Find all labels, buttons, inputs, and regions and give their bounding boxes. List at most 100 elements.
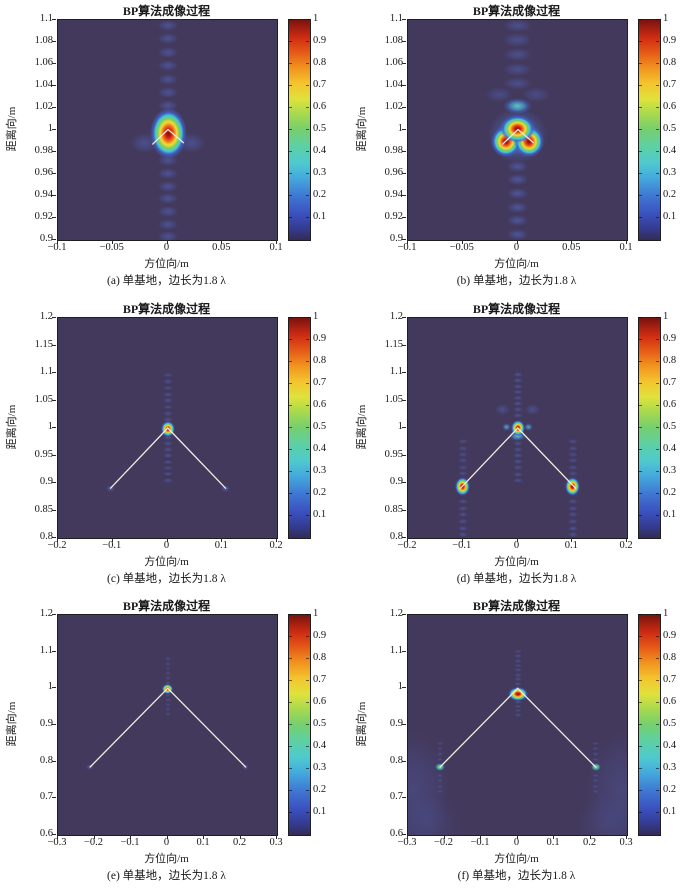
y-tick-label: 1.2 — [389, 608, 403, 619]
x-tick-label: 0.2 — [232, 837, 247, 848]
sidelobe-dot — [513, 395, 523, 401]
colorbar-tick-mark — [289, 724, 292, 725]
colorbar-tick-label: 0.8 — [313, 652, 327, 663]
tick-mark — [402, 344, 406, 346]
y-tick-label: 0.8 — [389, 531, 403, 542]
colorbar-tick-label: 0.9 — [313, 35, 327, 46]
colorbar-tick-mark — [639, 427, 642, 428]
sidelobe-dot — [157, 86, 179, 98]
x-axis-label: 方位向/m — [494, 258, 539, 270]
y-tick-label: 0.8 — [39, 754, 53, 766]
tick-mark — [276, 835, 277, 839]
tick-mark — [402, 317, 406, 318]
colorbar-tick-mark — [656, 173, 659, 174]
colorbar-tick-mark — [289, 151, 292, 152]
y-tick-label: 0.95 — [384, 448, 403, 460]
heatmap-blob — [585, 732, 627, 835]
tick-mark — [480, 835, 481, 839]
tick-mark — [402, 760, 406, 762]
x-tick-label: −0.2 — [47, 540, 67, 551]
colorbar-tick-mark — [656, 812, 659, 813]
tick-mark — [516, 240, 518, 244]
colorbar-tick-mark — [639, 812, 642, 813]
tick-mark — [402, 129, 406, 130]
colorbar-tick-mark — [289, 195, 292, 196]
sidelobe-dot — [163, 453, 173, 459]
sidelobe-dot — [436, 790, 444, 794]
colorbar-tick-label: 1 — [313, 608, 319, 619]
subplot-f: BP算法成像过程 距离向/m 方位向/m (f) 单基地，边长为1.8 λ −0… — [350, 595, 700, 892]
sidelobe-dot — [592, 752, 599, 756]
tick-mark — [402, 537, 406, 538]
colorbar-tick-mark — [639, 173, 642, 174]
tick-mark — [52, 85, 56, 86]
y-tick-label: 1.2 — [389, 311, 403, 322]
y-tick-label: 1.1 — [39, 644, 53, 656]
sidelobe-dot — [567, 439, 578, 445]
colorbar-tick-label: 0.5 — [663, 123, 677, 134]
heatmap-blob — [521, 87, 551, 103]
sidelobe-dot — [157, 155, 179, 167]
y-tick-label: 0.6 — [389, 828, 403, 839]
sidelobe-dot — [157, 231, 179, 240]
sidelobe-dot — [567, 471, 578, 477]
colorbar-tick-mark — [656, 85, 659, 86]
colorbar-tick-label: 0.7 — [313, 674, 327, 685]
sidelobe-dot — [506, 174, 529, 186]
sidelobe-dot — [157, 193, 179, 205]
y-tick-label: 1.1 — [39, 13, 53, 24]
tick-mark — [402, 63, 406, 64]
sidelobe-dot — [457, 452, 468, 457]
sidelobe-dot — [503, 62, 532, 76]
sidelobe-dot — [436, 747, 444, 751]
colorbar-tick-mark — [289, 85, 292, 86]
colorbar-tick-mark — [306, 471, 309, 472]
heatmap-blob — [510, 420, 526, 436]
colorbar-tick-label: 1 — [663, 13, 669, 24]
colorbar-tick-label: 1 — [663, 311, 669, 322]
colorbar-tick-mark — [306, 339, 309, 340]
colorbar-tick-label: 1 — [663, 608, 669, 619]
colorbar-tick-label: 0.6 — [663, 399, 677, 410]
y-tick-label: 0.7 — [39, 791, 53, 803]
x-axis-label: 方位向/m — [494, 853, 539, 865]
x-tick-label: 0.05 — [212, 242, 231, 253]
colorbar-tick-mark — [306, 217, 309, 218]
y-tick-label: 0.96 — [384, 167, 403, 178]
colorbar-tick-mark — [289, 217, 292, 218]
y-tick-label: 1 — [47, 681, 53, 693]
tick-mark — [402, 509, 406, 511]
sidelobe-dot — [163, 471, 173, 477]
tick-mark — [589, 835, 591, 839]
heatmap-blob — [499, 115, 535, 143]
colorbar-tick-mark — [306, 614, 309, 615]
colorbar-tick-label: 0.9 — [313, 630, 327, 641]
sidelobe-dot — [457, 464, 468, 470]
tick-mark — [52, 344, 56, 346]
sidelobe-dot — [592, 784, 599, 788]
x-axis-label: 方位向/m — [144, 258, 189, 270]
colorbar-tick-mark — [639, 129, 642, 130]
colorbar-tick-label: 0.3 — [313, 762, 327, 773]
tick-mark — [402, 834, 406, 835]
y-tick-label: 1.15 — [34, 338, 53, 350]
colorbar-tick-mark — [306, 383, 309, 384]
y-tick-label: 0.9 — [389, 476, 403, 487]
colorbar-tick-mark — [306, 85, 309, 86]
colorbar-tick-label: 0.3 — [663, 167, 677, 178]
colorbar-tick-mark — [289, 515, 292, 516]
sidelobe-dot — [457, 471, 468, 477]
tick-mark — [52, 834, 56, 835]
y-tick-label: 0.8 — [39, 531, 53, 542]
sidelobe-dot — [567, 519, 578, 524]
tick-mark — [626, 240, 627, 244]
sidelobe-dot — [157, 205, 179, 217]
tick-mark — [52, 129, 56, 130]
colorbar-tick-label: 0.1 — [313, 509, 327, 520]
y-tick-label: 0.94 — [384, 189, 403, 200]
sidelobe-dot — [163, 404, 173, 410]
heatmap-blob — [565, 476, 581, 497]
colorbar-tick-mark — [306, 493, 309, 494]
y-tick-label: 1.2 — [39, 608, 53, 619]
